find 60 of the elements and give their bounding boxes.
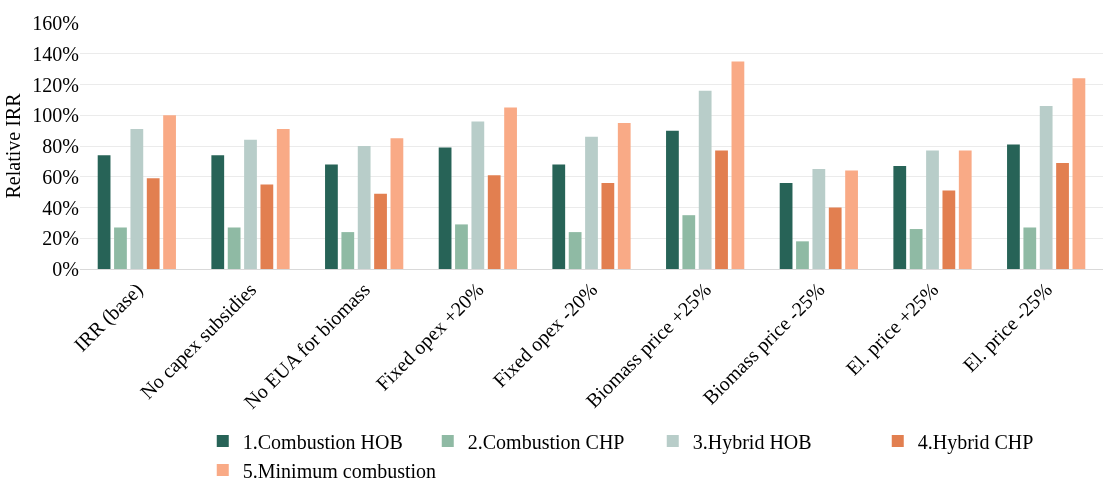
bar — [666, 130, 679, 269]
bar — [1056, 162, 1069, 269]
bar — [211, 155, 225, 269]
bar — [828, 207, 842, 269]
bar — [926, 150, 939, 269]
legend-label: 5.Minimum combustion — [242, 459, 437, 482]
bar — [1007, 144, 1020, 269]
bar — [1072, 78, 1086, 269]
bar — [227, 227, 241, 269]
y-tick-label: 60% — [42, 165, 79, 188]
legend-label: 1.Combustion HOB — [242, 430, 403, 453]
bar — [357, 146, 371, 269]
bar — [325, 164, 338, 269]
bar — [487, 175, 501, 269]
y-tick-label: 120% — [32, 73, 79, 96]
bar — [958, 150, 972, 269]
y-tick-label: 80% — [42, 135, 79, 157]
bar — [779, 182, 793, 269]
bar — [97, 155, 111, 269]
bar — [374, 193, 387, 269]
bar — [698, 90, 712, 269]
y-axis-title: Relative IRR — [1, 92, 24, 199]
bar — [568, 232, 582, 269]
y-tick-label: 140% — [32, 42, 79, 65]
bar — [715, 150, 728, 269]
bar — [341, 232, 355, 269]
y-tick-label: 0% — [52, 258, 79, 280]
bar — [893, 165, 907, 269]
bar — [731, 61, 745, 269]
bar — [909, 229, 923, 269]
bar — [552, 164, 566, 269]
bar — [1039, 106, 1053, 269]
bar — [455, 224, 468, 269]
bar — [438, 147, 452, 269]
bar — [942, 190, 956, 269]
y-tick-label: 20% — [42, 227, 79, 250]
bar — [812, 169, 826, 269]
bar — [276, 129, 290, 269]
bar — [845, 170, 858, 269]
bar — [260, 184, 274, 269]
bar — [471, 121, 485, 269]
bar — [130, 129, 144, 269]
bar — [114, 227, 127, 269]
y-tick-label: 160% — [32, 12, 79, 34]
y-tick-label: 40% — [42, 196, 79, 219]
bar — [1023, 227, 1037, 269]
bar — [390, 138, 404, 269]
bar — [601, 182, 615, 269]
bar — [163, 115, 176, 269]
bar — [617, 122, 631, 269]
bar — [585, 136, 598, 269]
bar — [146, 178, 160, 269]
bar — [244, 139, 257, 269]
bar — [682, 215, 696, 269]
legend-label: 4.Hybrid CHP — [917, 430, 1034, 454]
legend-label: 3.Hybrid HOB — [692, 430, 812, 454]
bar — [796, 241, 809, 269]
bar — [504, 107, 517, 269]
legend-label: 2.Combustion CHP — [467, 430, 625, 453]
y-tick-label: 100% — [32, 104, 79, 127]
